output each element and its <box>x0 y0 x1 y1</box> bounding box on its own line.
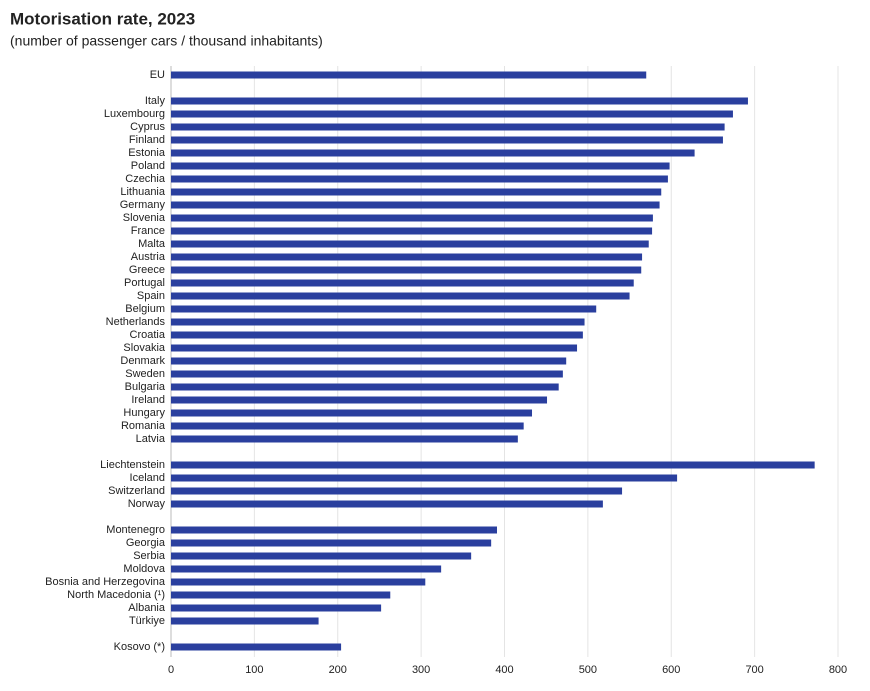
bar <box>171 162 670 170</box>
bar <box>171 422 524 430</box>
y-tick-label: Malta <box>138 238 166 250</box>
y-tick-label: Italy <box>145 95 166 107</box>
y-tick-label: Slovenia <box>123 212 166 224</box>
bar <box>171 136 723 144</box>
y-tick-label: Romania <box>121 420 166 432</box>
x-tick-label: 500 <box>579 664 597 676</box>
y-tick-label: Bulgaria <box>125 381 166 393</box>
y-tick-label: Norway <box>128 498 166 510</box>
bar <box>171 97 748 105</box>
y-tick-label: Czechia <box>125 173 166 185</box>
y-tick-label: Albania <box>128 602 166 614</box>
bar <box>171 149 695 157</box>
bar <box>171 643 342 651</box>
bar <box>171 461 815 469</box>
bar <box>171 110 733 118</box>
y-tick-label: North Macedonia (¹) <box>67 589 165 601</box>
bar <box>171 396 548 404</box>
y-tick-label: Greece <box>129 264 165 276</box>
bar <box>171 266 642 274</box>
bar <box>171 435 518 443</box>
bar <box>171 552 472 560</box>
bar <box>171 318 585 326</box>
bar <box>171 279 634 287</box>
y-tick-label: Hungary <box>123 407 165 419</box>
y-tick-label: Spain <box>137 290 165 302</box>
y-tick-label: Slovakia <box>123 342 165 354</box>
y-tick-label: EU <box>150 69 165 81</box>
y-tick-label: Moldova <box>123 563 165 575</box>
y-tick-label: Türkiye <box>129 615 165 627</box>
bar <box>171 578 426 586</box>
y-tick-label: Bosnia and Herzegovina <box>45 576 166 588</box>
y-tick-label: Denmark <box>120 355 165 367</box>
chart-title: Motorisation rate, 2023 <box>10 9 195 28</box>
bar <box>171 487 623 495</box>
y-tick-label: Portugal <box>124 277 165 289</box>
bar <box>171 474 678 482</box>
bar <box>171 357 567 365</box>
bar <box>171 331 583 339</box>
bar <box>171 604 382 612</box>
x-tick-label: 700 <box>745 664 763 676</box>
bar <box>171 344 578 352</box>
y-tick-label: Poland <box>131 160 165 172</box>
x-tick-label: 200 <box>329 664 347 676</box>
bar <box>171 409 533 417</box>
bar <box>171 201 660 209</box>
bar <box>171 500 603 508</box>
bar <box>171 240 649 248</box>
bar <box>171 383 559 391</box>
y-tick-label: Lithuania <box>120 186 166 198</box>
bar <box>171 526 497 534</box>
y-tick-label: Liechtenstein <box>100 459 165 471</box>
y-tick-label: Cyprus <box>130 121 165 133</box>
y-tick-label: Ireland <box>131 394 165 406</box>
bar <box>171 370 563 378</box>
x-tick-label: 300 <box>412 664 430 676</box>
y-tick-label: Iceland <box>130 472 165 484</box>
y-tick-label: Latvia <box>136 433 166 445</box>
y-tick-label: Sweden <box>125 368 165 380</box>
y-tick-label: Austria <box>131 251 166 263</box>
bar <box>171 305 597 313</box>
bar <box>171 292 630 300</box>
chart-subtitle: (number of passenger cars / thousand inh… <box>10 33 323 49</box>
y-tick-label: Croatia <box>130 329 166 341</box>
y-tick-label: Serbia <box>133 550 166 562</box>
bar <box>171 227 653 235</box>
y-tick-label: Netherlands <box>106 316 166 328</box>
bar <box>171 175 668 183</box>
y-tick-label: Luxembourg <box>104 108 165 120</box>
y-tick-label: Estonia <box>128 147 166 159</box>
y-tick-label: Switzerland <box>108 485 165 497</box>
x-tick-label: 800 <box>829 664 847 676</box>
bar <box>171 565 442 573</box>
bar <box>171 539 492 547</box>
y-tick-label: Finland <box>129 134 165 146</box>
y-tick-label: Georgia <box>126 537 166 549</box>
bar <box>171 617 319 625</box>
bar <box>171 253 643 261</box>
x-tick-label: 100 <box>245 664 263 676</box>
y-tick-label: Kosovo (*) <box>114 641 165 653</box>
x-tick-label: 0 <box>168 664 174 676</box>
bar <box>171 188 662 196</box>
y-tick-label: Germany <box>120 199 166 211</box>
y-tick-label: Belgium <box>125 303 165 315</box>
y-tick-label: France <box>131 225 165 237</box>
x-tick-label: 600 <box>662 664 680 676</box>
bar <box>171 123 725 131</box>
bar <box>171 214 653 222</box>
bar <box>171 591 391 599</box>
y-tick-label: Montenegro <box>106 524 165 536</box>
x-tick-label: 400 <box>495 664 513 676</box>
bar <box>171 71 647 79</box>
